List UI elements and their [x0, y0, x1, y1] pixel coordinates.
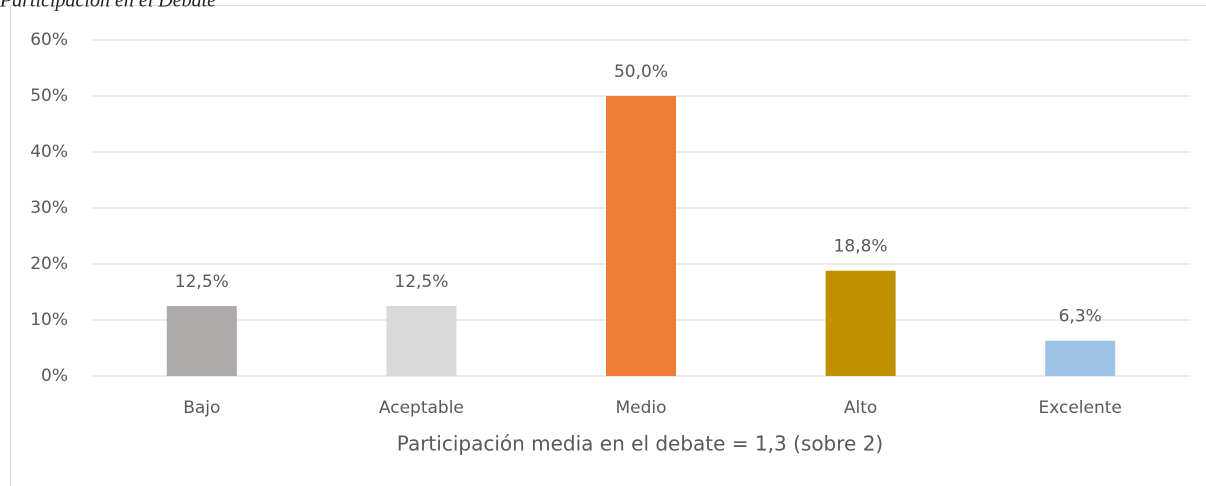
x-tick-label: Medio [615, 398, 666, 418]
x-tick-label: Bajo [183, 398, 220, 418]
y-tick-label: 50% [30, 86, 68, 106]
x-tick-label: Aceptable [379, 398, 464, 418]
value-label: 12,5% [175, 272, 229, 292]
y-tick-label: 60% [30, 30, 68, 50]
bar [166, 306, 237, 376]
chart-border [10, 5, 1206, 486]
x-tick-label: Alto [844, 398, 877, 418]
y-tick-label: 10% [30, 310, 68, 330]
y-tick-label: 30% [30, 198, 68, 218]
bar [386, 306, 457, 376]
bar [606, 96, 676, 376]
value-label: 18,8% [834, 237, 888, 257]
chart-title: Participación en el Debate [0, 0, 216, 12]
x-tick-label: Excelente [1039, 398, 1122, 418]
y-tick-label: 20% [30, 254, 68, 274]
bar [1045, 340, 1116, 376]
bar [825, 270, 896, 376]
x-axis-label: Participación media en el debate = 1,3 (… [397, 432, 883, 456]
value-label: 12,5% [394, 272, 448, 292]
value-label: 50,0% [614, 62, 668, 82]
y-tick-label: 40% [30, 142, 68, 162]
y-tick-label: 0% [41, 366, 68, 386]
value-label: 6,3% [1059, 307, 1102, 327]
